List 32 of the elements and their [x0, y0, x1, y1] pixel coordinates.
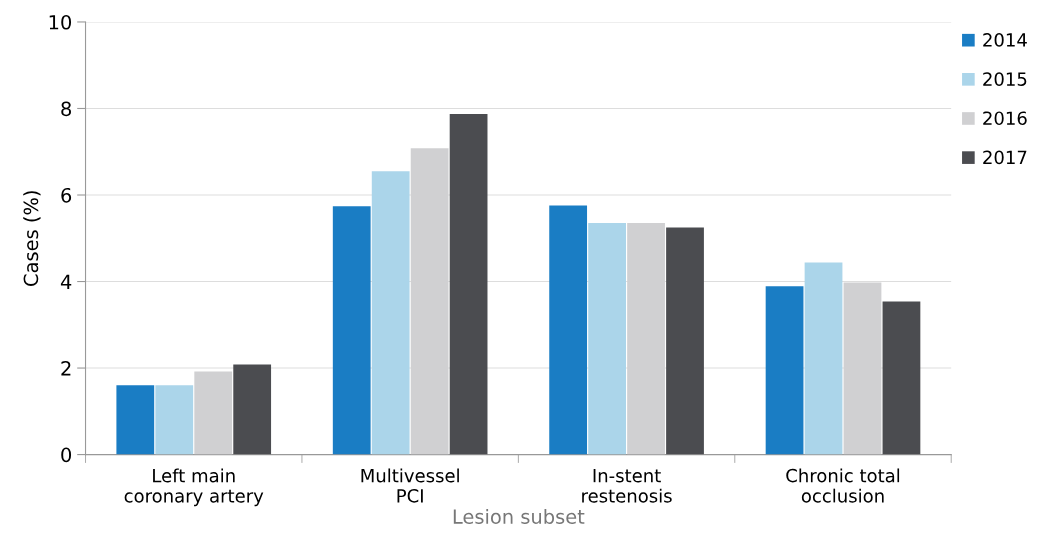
y-tick-label: 10: [49, 14, 72, 30]
legend-label: 2015: [983, 72, 1027, 86]
bar: [332, 206, 371, 455]
x-tick-label: Left main coronary artery: [124, 468, 264, 507]
y-tick-label: 8: [61, 101, 71, 117]
y-tick-label: 2: [61, 361, 71, 376]
bar: [804, 262, 843, 455]
bar: [194, 371, 233, 455]
y-tick-label: 6: [61, 187, 72, 203]
bar: [627, 223, 665, 455]
bar: [765, 286, 804, 455]
x-tick-label: Chronic total occlusion: [786, 468, 900, 503]
bar: [116, 385, 155, 455]
bar: [666, 227, 704, 455]
y-tick-label: 4: [60, 274, 72, 289]
bar: [233, 364, 272, 455]
bar: [371, 171, 410, 455]
bar: [549, 205, 588, 455]
bar: [588, 223, 626, 455]
bar: [882, 301, 921, 455]
legend-label: 2017: [983, 150, 1027, 165]
bar: [410, 148, 449, 455]
legend-label: 2014: [983, 33, 1027, 47]
x-tick-label: Multivessel PCI: [361, 468, 459, 503]
x-tick-label: In-stent restenosis: [582, 469, 672, 503]
legend-label: 2016: [983, 111, 1027, 126]
y-axis-title: Cases (%): [23, 191, 41, 286]
y-tick-label: 0: [61, 447, 72, 463]
bar: [449, 114, 488, 455]
x-axis-title: Lesion subset: [453, 508, 585, 524]
bar: [155, 385, 194, 455]
bar: [843, 282, 882, 455]
